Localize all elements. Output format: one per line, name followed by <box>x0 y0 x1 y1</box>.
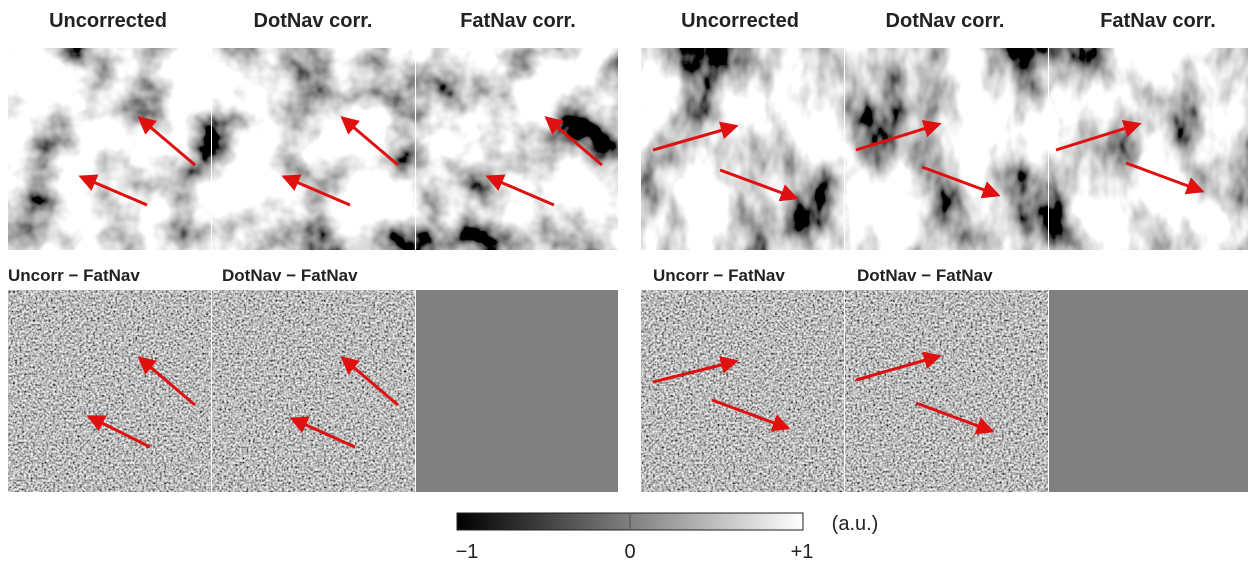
diff-label: Uncorr − FatNav <box>653 266 785 285</box>
column-header: Uncorrected <box>49 10 167 32</box>
blank-panel <box>1049 290 1248 492</box>
colorbar-label: −1 <box>456 541 479 563</box>
colorbar-label: +1 <box>791 541 814 563</box>
image-panel <box>8 48 211 250</box>
colorbar-label: 0 <box>624 541 635 563</box>
image-panel <box>416 48 618 250</box>
right-group: Uncorrected DotNav corr. FatNav corr. Un… <box>641 10 1248 492</box>
column-header: DotNav corr. <box>886 10 1005 32</box>
image-panel <box>212 48 415 250</box>
image-panel <box>845 48 1048 250</box>
image-panel <box>1049 48 1248 250</box>
diff-label: Uncorr − FatNav <box>8 266 140 285</box>
blank-panel <box>416 290 618 492</box>
column-header: FatNav corr. <box>1100 10 1216 32</box>
arrows <box>78 116 603 449</box>
column-header: DotNav corr. <box>254 10 373 32</box>
diff-label: DotNav − FatNav <box>222 266 358 285</box>
colorbar-unit: (a.u.) <box>832 513 879 535</box>
diff-panel <box>641 290 844 492</box>
diff-panel <box>845 290 1048 492</box>
diff-panel <box>212 290 415 492</box>
colorbar: −1 0 +1 (a.u.) <box>456 512 879 563</box>
column-header: Uncorrected <box>681 10 799 32</box>
image-panel <box>641 48 844 250</box>
left-group: Uncorrected DotNav corr. FatNav corr. Un… <box>8 10 618 492</box>
diff-label: DotNav − FatNav <box>857 266 993 285</box>
arrows <box>652 119 1205 435</box>
column-header: FatNav corr. <box>460 10 576 32</box>
